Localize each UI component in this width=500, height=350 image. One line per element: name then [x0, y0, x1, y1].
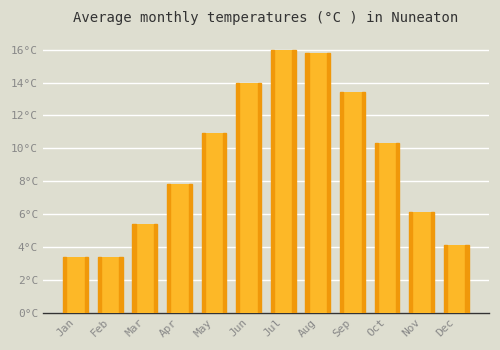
Bar — [409, 212, 434, 313]
Bar — [374, 144, 378, 313]
Bar — [409, 212, 412, 313]
Bar — [362, 92, 365, 313]
Bar — [374, 144, 400, 313]
Bar — [236, 83, 240, 313]
Bar — [98, 257, 122, 313]
Bar — [327, 53, 330, 313]
Bar — [396, 144, 400, 313]
Bar — [63, 257, 66, 313]
Bar — [98, 257, 101, 313]
Bar — [202, 133, 205, 313]
Bar — [63, 257, 88, 313]
Bar — [202, 133, 226, 313]
Bar — [340, 92, 343, 313]
Bar — [167, 184, 192, 313]
Bar — [306, 53, 308, 313]
Bar — [132, 224, 136, 313]
Bar — [120, 257, 122, 313]
Bar — [431, 212, 434, 313]
Bar — [167, 184, 170, 313]
Bar — [444, 245, 468, 313]
Bar — [292, 50, 296, 313]
Bar — [236, 83, 261, 313]
Bar — [340, 92, 365, 313]
Bar — [271, 50, 295, 313]
Bar — [258, 83, 261, 313]
Bar — [85, 257, 88, 313]
Title: Average monthly temperatures (°C ) in Nuneaton: Average monthly temperatures (°C ) in Nu… — [74, 11, 458, 25]
Bar — [154, 224, 158, 313]
Bar — [306, 53, 330, 313]
Bar — [188, 184, 192, 313]
Bar — [132, 224, 158, 313]
Bar — [271, 50, 274, 313]
Bar — [224, 133, 226, 313]
Bar — [466, 245, 468, 313]
Bar — [444, 245, 447, 313]
